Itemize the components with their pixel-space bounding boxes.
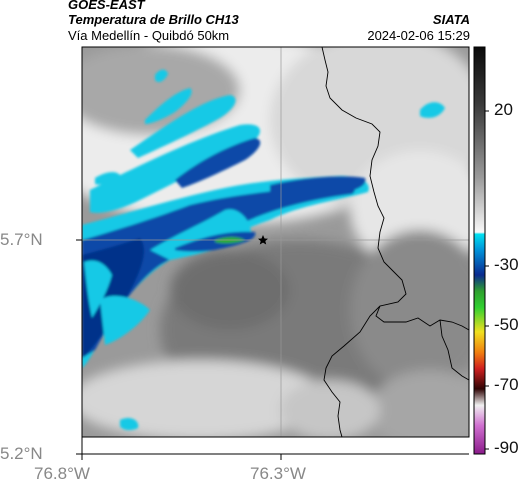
colorbar-tick-label: -90 [494,438,519,457]
route-subtitle: Vía Medellín - Quibdó 50km [68,28,230,43]
axis-ticks [76,239,282,460]
lon-tick-label: 76.3°W [250,464,306,483]
satellite-title: GOES-EAST [68,0,145,12]
colorbar-tick-label: -70 [494,375,519,394]
lat-tick-label: 5.2°N [0,444,43,463]
colorbar-tick-label: 20 [494,100,513,119]
star-icon [258,235,268,245]
colorbar [473,46,486,455]
colorbar-tick-label: -30 [494,255,519,274]
country-border [321,47,469,437]
lon-tick-label: 76.8°W [34,464,90,483]
satellite-image [82,47,469,437]
agency-label: SIATA [432,12,470,27]
grid-lines [82,47,469,437]
colorbar-ticks [485,110,489,450]
timestamp-label: 2024-02-06 15:29 [367,28,470,43]
colorbar-tick-label: -50 [494,315,519,334]
product-title: Temperatura de Brillo CH13 [68,12,239,27]
cold-cloud-bands [82,69,445,431]
lat-tick-label: 5.7°N [0,230,43,249]
